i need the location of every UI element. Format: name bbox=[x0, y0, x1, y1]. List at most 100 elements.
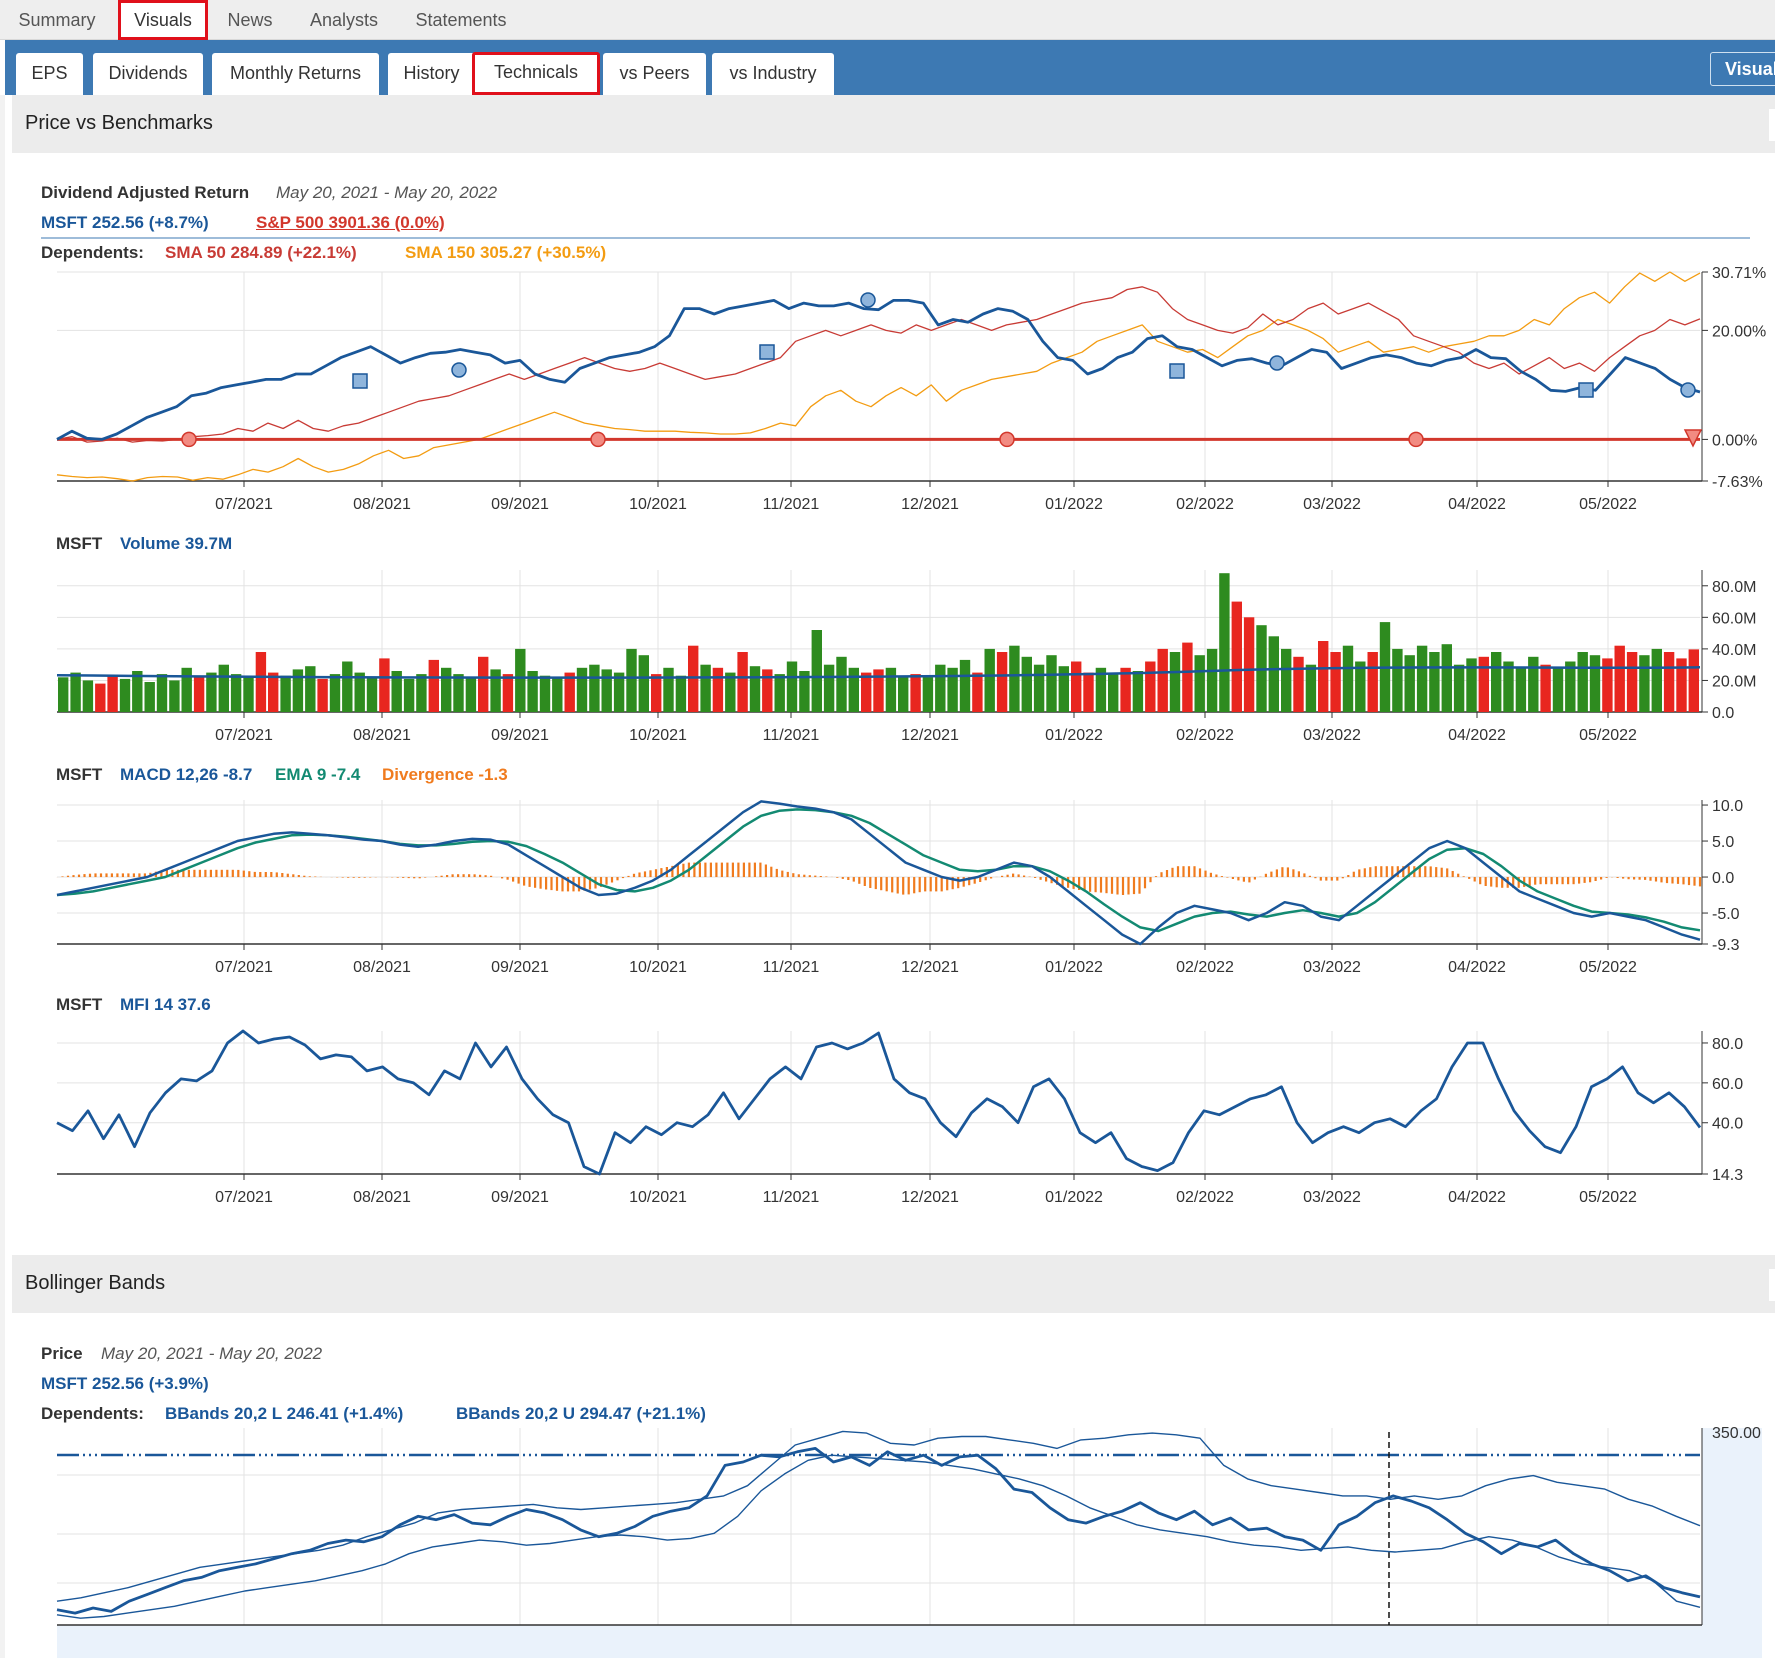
volume-bar bbox=[651, 674, 662, 712]
volume-bar bbox=[700, 664, 711, 712]
x-tick-label: 08/2021 bbox=[353, 496, 411, 513]
volume-bar bbox=[947, 667, 958, 712]
legend-sma150[interactable]: SMA 150 305.27 (+30.5%) bbox=[405, 243, 607, 262]
tab-technicals[interactable]: Technicals bbox=[472, 52, 600, 95]
bb-legend-lower[interactable]: BBands 20,2 L 246.41 (+1.4%) bbox=[165, 1404, 404, 1423]
volume-bar bbox=[317, 678, 328, 712]
tab-vs-peers[interactable]: vs Peers bbox=[603, 53, 706, 95]
tab-statements[interactable]: Statements bbox=[415, 10, 507, 30]
legend-sma50[interactable]: SMA 50 284.89 (+22.1%) bbox=[165, 243, 357, 262]
volume-bar bbox=[379, 658, 390, 712]
x-tick-label: 05/2022 bbox=[1579, 959, 1637, 976]
volume-bar bbox=[774, 674, 785, 712]
tab-visuals[interactable]: Visuals bbox=[118, 0, 208, 40]
legend-sp500[interactable]: S&P 500 3901.36 (0.0%) bbox=[256, 213, 445, 232]
x-tick-label: 01/2022 bbox=[1045, 959, 1103, 976]
bb-dependents-label: Dependents: bbox=[41, 1404, 144, 1423]
macd-label: MACD 12,26 -8.7 bbox=[120, 765, 253, 784]
section-header-price-vs-benchmarks[interactable]: Price vs Benchmarks bbox=[12, 95, 1775, 153]
y-tick-label: 60.0 bbox=[1712, 1076, 1743, 1093]
volume-bar bbox=[1132, 671, 1144, 712]
earnings-marker bbox=[1680, 382, 1696, 398]
legend-msft[interactable]: MSFT 252.56 (+8.7%) bbox=[41, 213, 209, 232]
collapse-toggle[interactable] bbox=[1769, 1269, 1775, 1301]
bb-legend-upper[interactable]: BBands 20,2 U 294.47 (+21.1%) bbox=[456, 1404, 706, 1423]
volume-bar bbox=[305, 666, 316, 712]
split-marker bbox=[759, 344, 775, 360]
volume-bar bbox=[490, 669, 501, 712]
volume-bar bbox=[922, 677, 934, 712]
x-tick-label: 12/2021 bbox=[901, 1189, 959, 1206]
tab-eps[interactable]: EPS bbox=[16, 53, 83, 95]
price-chart: 30.71% 20.00% 0.00% -7.63% 07/2021 08/2021 09/… bbox=[56, 265, 1766, 513]
volume-bar bbox=[193, 677, 205, 712]
volume-bar bbox=[1083, 672, 1094, 712]
volume-bar bbox=[1540, 664, 1551, 712]
volume-bar bbox=[453, 674, 464, 712]
tab-history[interactable]: History bbox=[388, 53, 475, 95]
dividend-marker bbox=[1408, 431, 1424, 448]
mfi-label: MFI 14 37.6 bbox=[120, 995, 211, 1014]
volume-bar bbox=[119, 678, 131, 712]
volume-bar bbox=[1466, 658, 1477, 712]
y-tick-label: 0.00% bbox=[1712, 432, 1757, 449]
volume-bar bbox=[70, 672, 81, 712]
series-mfi bbox=[56, 1029, 1702, 1176]
bb-legend-msft[interactable]: MSFT 252.56 (+3.9%) bbox=[41, 1374, 209, 1393]
top-tab-bar: Summary Visuals News Analysts Statements bbox=[0, 0, 1775, 40]
date-range: May 20, 2021 - May 20, 2022 bbox=[276, 183, 498, 202]
volume-label: Volume 39.7M bbox=[120, 534, 233, 553]
x-tick-label: 01/2022 bbox=[1045, 727, 1103, 744]
y-tick-label: 20.0M bbox=[1712, 673, 1756, 690]
volume-bar bbox=[688, 645, 699, 712]
section-header-bollinger[interactable]: Bollinger Bands bbox=[12, 1255, 1775, 1313]
volume-bar bbox=[848, 667, 859, 712]
volume-bar bbox=[82, 680, 94, 712]
x-tick-label: 09/2021 bbox=[491, 1189, 549, 1206]
mfi-chart: 80.0 60.0 40.0 14.3 07/2021 08/2021 09/2021 10/… bbox=[56, 1029, 1743, 1206]
tab-news[interactable]: News bbox=[227, 10, 273, 30]
volume-bar bbox=[725, 672, 736, 712]
volume-bar bbox=[1639, 655, 1650, 712]
x-tick-label: 05/2022 bbox=[1579, 727, 1637, 744]
x-tick-label: 02/2022 bbox=[1176, 1189, 1234, 1206]
tab-analysts[interactable]: Analysts bbox=[309, 10, 379, 30]
x-tick-label: 10/2021 bbox=[629, 959, 687, 976]
volume-bar bbox=[58, 677, 69, 712]
ema-label: EMA 9 -7.4 bbox=[275, 765, 361, 784]
volume-bar bbox=[1626, 652, 1638, 712]
volume-bar bbox=[1688, 649, 1699, 712]
collapse-toggle[interactable] bbox=[1769, 109, 1775, 141]
tab-vs-industry[interactable]: vs Industry bbox=[712, 53, 834, 95]
volume-bar bbox=[663, 667, 674, 712]
series-sma50 bbox=[56, 286, 1701, 443]
tab-summary[interactable]: Summary bbox=[18, 10, 96, 30]
volume-ticker: MSFT bbox=[56, 534, 103, 553]
x-tick-label: 09/2021 bbox=[491, 496, 549, 513]
tab-dividends[interactable]: Dividends bbox=[93, 53, 203, 95]
panel-border bbox=[0, 95, 5, 1658]
volume-bar bbox=[1589, 655, 1601, 712]
bollinger-chart: 350.00 bbox=[56, 1425, 1762, 1658]
visuals-button[interactable]: Visuals bbox=[1710, 52, 1775, 86]
volume-bar bbox=[1515, 667, 1527, 712]
volume-bar bbox=[1565, 661, 1576, 712]
volume-bar bbox=[1231, 601, 1242, 712]
y-tick-label: 0.0 bbox=[1712, 870, 1734, 887]
down-marker bbox=[1683, 429, 1703, 448]
x-tick-label: 12/2021 bbox=[901, 959, 959, 976]
volume-bar bbox=[1453, 664, 1465, 712]
series-bb-price bbox=[56, 1447, 1701, 1615]
volume-bar bbox=[823, 664, 835, 712]
volume-bar bbox=[613, 672, 625, 712]
volume-bar bbox=[626, 648, 637, 712]
x-tick-label: 03/2022 bbox=[1303, 727, 1361, 744]
volume-bar bbox=[292, 669, 304, 712]
volume-bar bbox=[910, 674, 921, 712]
tab-monthly-returns[interactable]: Monthly Returns bbox=[212, 53, 379, 95]
volume-bar bbox=[811, 630, 822, 712]
x-tick-label: 12/2021 bbox=[901, 496, 959, 513]
volume-bar bbox=[737, 652, 748, 712]
series-bb-upper bbox=[56, 1430, 1701, 1602]
x-tick-label: 05/2022 bbox=[1579, 496, 1637, 513]
